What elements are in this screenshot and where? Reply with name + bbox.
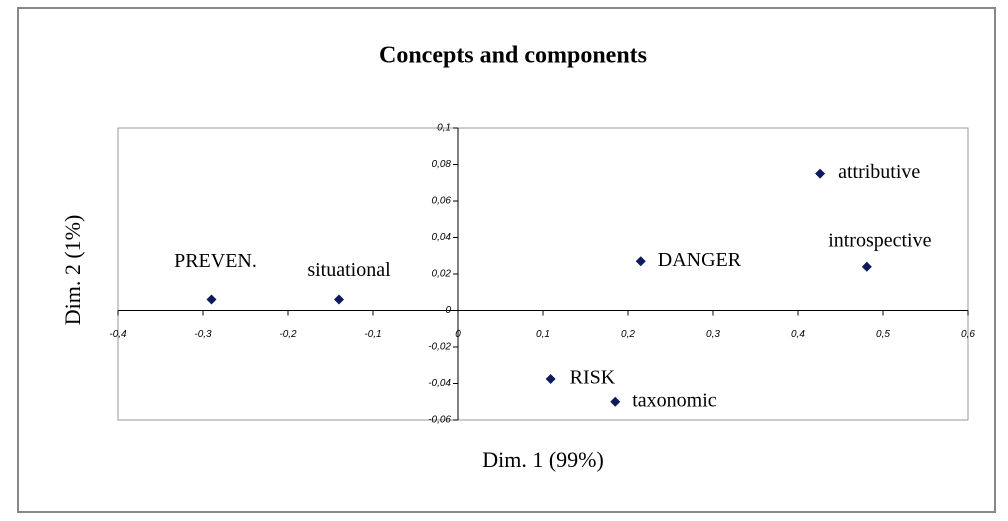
x-tick-label: -0,3 (194, 329, 212, 340)
point (206, 294, 217, 305)
y-tick-label: 0,02 (432, 269, 452, 280)
point (334, 294, 344, 305)
y-tick-label: 0,06 (432, 196, 452, 207)
point-label: attributive (838, 161, 920, 183)
y-tick-label: 0 (445, 305, 451, 316)
x-tick-label: -0,1 (364, 329, 381, 340)
y-axis-label: Dim. 2 (1%) (60, 215, 85, 326)
point (635, 256, 646, 267)
y-tick-label: -0,02 (428, 342, 451, 353)
y-tick-label: -0,04 (428, 378, 451, 389)
x-axis-label: Dim. 1 (99%) (482, 447, 604, 472)
y-tick-label: 0,04 (432, 232, 452, 243)
plot-area (117, 127, 969, 421)
chart-frame (17, 7, 996, 513)
x-tick-label: -0,4 (109, 329, 127, 340)
y-tick-label: -0,06 (428, 415, 451, 426)
point-label: PREVEN. (174, 250, 257, 272)
x-tick-label: 0,4 (791, 329, 805, 340)
x-tick-label: -0,2 (279, 329, 297, 340)
point-label: RISK (570, 367, 616, 389)
point-label: DANGER (658, 249, 742, 271)
point (610, 396, 621, 407)
x-tick-label: 0,1 (536, 329, 550, 340)
point (861, 261, 872, 272)
point-label: introspective (828, 229, 931, 251)
point (815, 168, 826, 179)
point-label: situational (307, 259, 391, 281)
x-tick-label: 0,2 (621, 329, 635, 340)
x-tick-label: 0 (455, 329, 461, 340)
point (545, 373, 556, 384)
y-tick-label: 0,1 (437, 123, 451, 134)
x-tick-label: 0,6 (961, 329, 975, 340)
x-tick-label: 0,5 (876, 329, 890, 340)
chart-title: Concepts and components (379, 43, 647, 69)
x-tick-label: 0,3 (706, 329, 720, 340)
point-label: taxonomic (632, 389, 717, 411)
y-tick-label: 0,08 (432, 159, 452, 170)
